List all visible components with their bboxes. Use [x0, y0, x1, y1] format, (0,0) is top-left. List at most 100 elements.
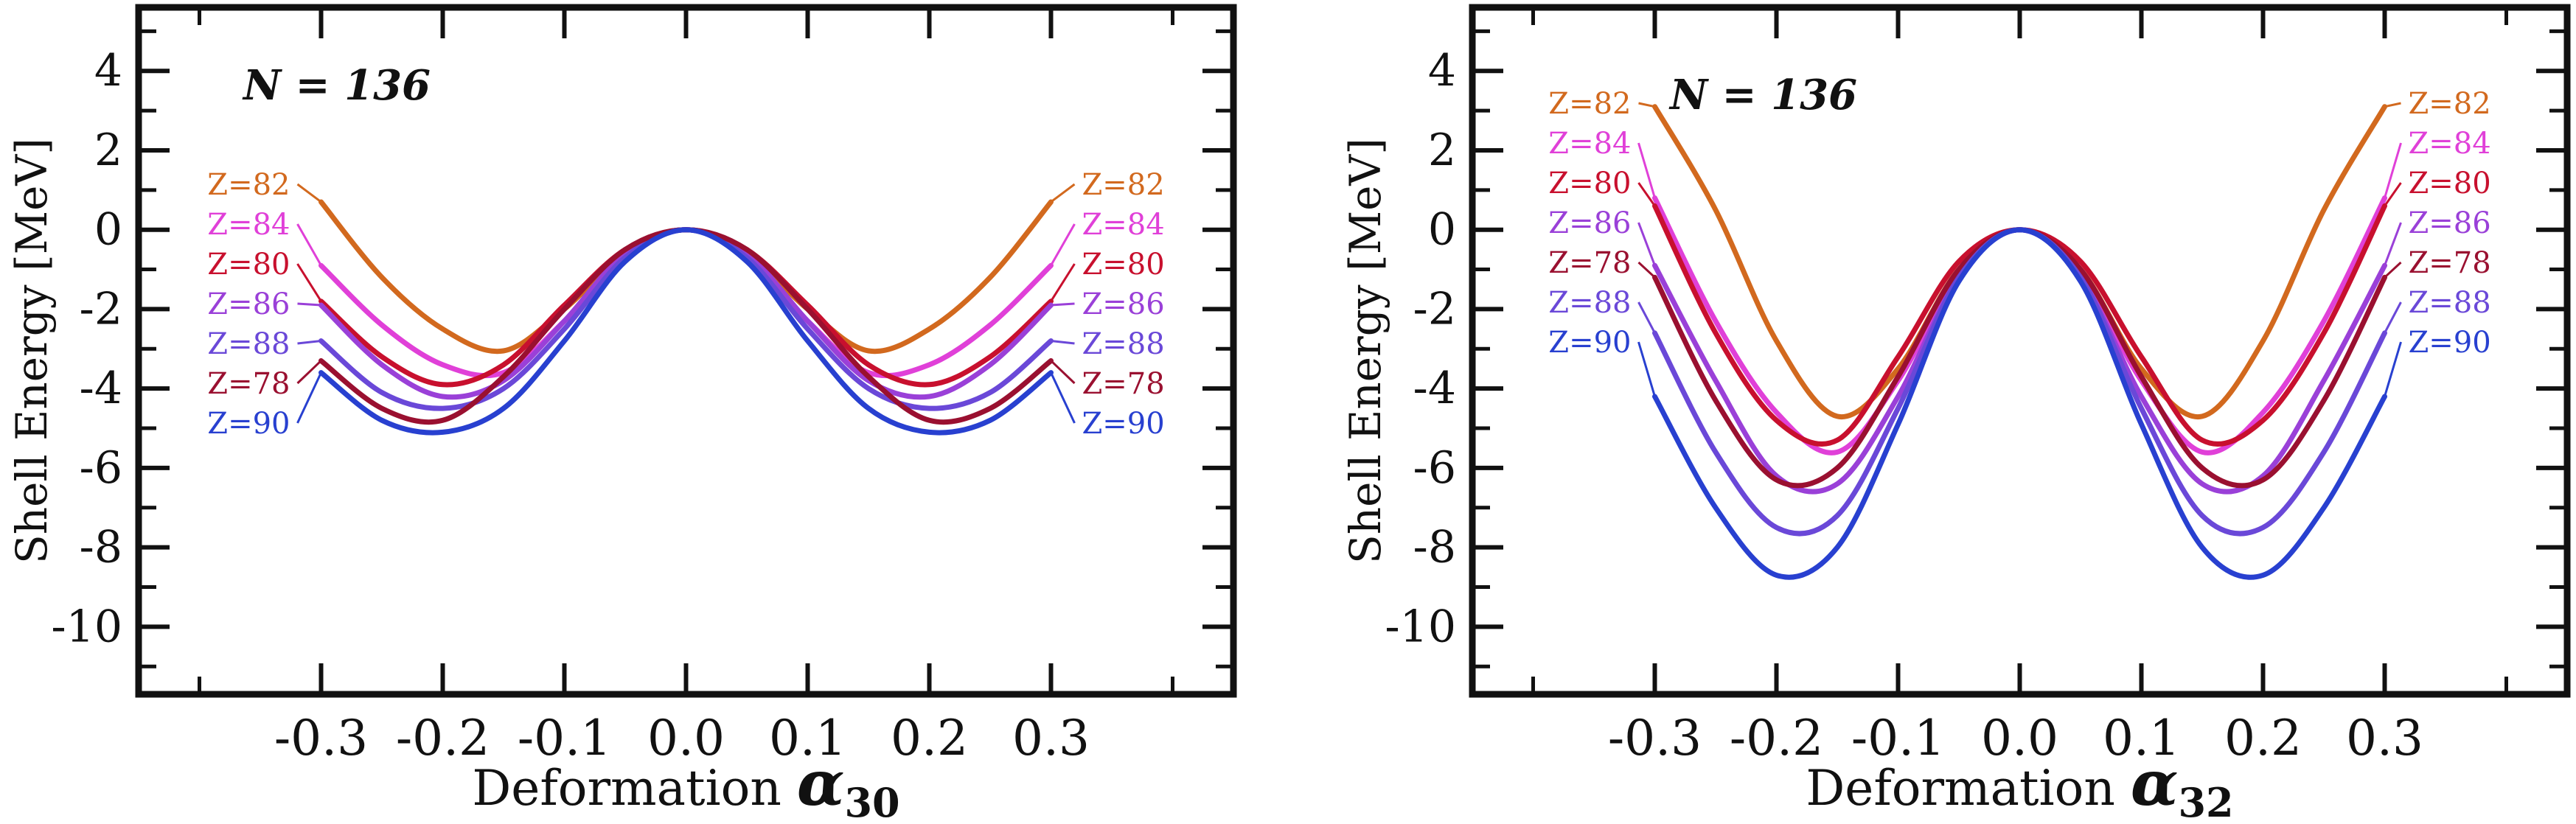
leader-line-right	[2384, 222, 2402, 266]
series-line-z90	[318, 227, 1054, 436]
leader-line-left	[296, 183, 322, 203]
y-tick-label: 0	[1428, 204, 1456, 256]
x-tick-label: -0.2	[396, 710, 490, 767]
x-axis-word: Deformation	[472, 760, 796, 817]
series-line-z80	[1652, 203, 2387, 447]
leader-line-right	[1050, 263, 1076, 302]
leader-line-right	[1050, 223, 1076, 266]
series-label-right: Z=84	[1082, 208, 1165, 242]
x-tick-label: 0.0	[647, 710, 725, 767]
y-tick-label: 0	[94, 204, 122, 256]
y-tick-label: -6	[80, 442, 122, 494]
series-label-left: Z=80	[207, 248, 290, 282]
y-tick-label: 2	[94, 125, 122, 176]
series-line-z88	[1652, 227, 2387, 537]
plot-frame	[1469, 4, 2571, 698]
chart-panel-2: -0.3 -0.2 -0.1 0.0 0.1 0.2 0.3 4 2 0 -2 -4 -6 -8 -10 Sh…	[1340, 4, 2571, 824]
leader-line-right	[1051, 340, 1075, 345]
series-line-z82	[1652, 104, 2387, 420]
x-tick-label: -0.2	[1730, 710, 1823, 767]
y-tick-label: -2	[80, 283, 122, 335]
leader-line-left	[296, 371, 322, 424]
leader-line-right	[2384, 102, 2401, 108]
series-line-z86	[1652, 227, 2387, 495]
leader-line-right	[2384, 142, 2402, 199]
series-label-right: Z=82	[1082, 168, 1165, 202]
x-tick-label: -0.1	[1851, 710, 1945, 767]
y-tick-label: -8	[1413, 522, 1456, 573]
y-tick-label: 2	[1428, 125, 1456, 176]
x-tick-label: -0.1	[518, 710, 611, 767]
leader-line-left	[297, 302, 321, 307]
leader-line-left	[296, 263, 322, 302]
series-label-left: Z=84	[1548, 127, 1631, 161]
x-axis-title: Deformation α32	[1806, 747, 2233, 820]
series-label-left: Z=82	[207, 168, 290, 202]
x-axis-symbol: α	[2131, 747, 2179, 820]
y-tick-label: -4	[80, 363, 122, 414]
leader-line-right	[2384, 182, 2402, 207]
y-tick-label: -6	[1413, 442, 1456, 494]
series-line-z84	[1652, 195, 2387, 455]
plot-frame	[135, 4, 1237, 698]
x-axis-title: Deformation α30	[472, 747, 899, 820]
leader-line-left	[296, 223, 322, 266]
leader-line-left	[1638, 102, 1655, 108]
y-tick-label: -8	[80, 522, 122, 573]
annotation-n: N = 136	[1668, 71, 1857, 119]
series-label-right: Z=84	[2409, 127, 2491, 161]
x-axis-subscript: 32	[2178, 779, 2233, 820]
leader-line-right	[2384, 261, 2402, 279]
series-line-z78	[1652, 227, 2387, 489]
series-label-left: Z=78	[1548, 246, 1631, 280]
leader-line-right	[1050, 183, 1076, 203]
series-label-left: Z=78	[207, 367, 290, 401]
x-tick-label: 0.2	[2224, 710, 2302, 767]
y-axis-title: Shell Energy [MeV]	[7, 138, 57, 564]
y-tick-label: 4	[94, 45, 122, 97]
leader-line-right	[2384, 301, 2402, 334]
series-label-right: Z=90	[1082, 407, 1165, 441]
x-tick-label: 0.2	[891, 710, 968, 767]
x-tick-label: 0.1	[769, 710, 846, 767]
leader-line-left	[1637, 301, 1656, 334]
x-tick-label: 0.1	[2103, 710, 2180, 767]
x-tick-label: 0.3	[2346, 710, 2423, 767]
leader-line-right	[1050, 360, 1076, 385]
leader-line-right	[1050, 371, 1076, 424]
series-label-left: Z=88	[207, 327, 290, 361]
series-label-left: Z=84	[207, 208, 290, 242]
leader-line-left	[296, 360, 322, 385]
leader-line-left	[1637, 341, 1656, 397]
series-line-z86	[318, 227, 1054, 400]
x-axis-subscript: 30	[844, 779, 899, 820]
x-tick-label: -0.3	[274, 710, 368, 767]
chart-panel-1: -0.3 -0.2 -0.1 0.0 0.1 0.2 0.3 4 2 0 -2 -4 -6 -8 -10 Sh…	[7, 4, 1237, 824]
series-lines	[318, 199, 1054, 436]
y-tick-label: -10	[1385, 601, 1456, 652]
leader-line-right	[1051, 302, 1075, 307]
x-tick-label: 0.0	[1981, 710, 2058, 767]
leader-line-right	[2384, 341, 2402, 397]
series-label-left: Z=82	[1548, 87, 1631, 121]
series-label-right: Z=78	[2409, 246, 2491, 280]
x-axis-symbol: α	[797, 747, 845, 820]
annotation-n: N = 136	[242, 61, 431, 110]
series-label-right: Z=80	[2409, 167, 2491, 200]
series-line-z90	[1652, 227, 2387, 580]
series-label-right: Z=82	[2409, 87, 2491, 121]
x-tick-label: -0.3	[1608, 710, 1702, 767]
leader-line-left	[1637, 142, 1656, 199]
y-tick-label: -10	[51, 601, 122, 652]
leader-line-left	[1637, 182, 1656, 207]
series-label-right: Z=86	[2409, 206, 2491, 240]
series-label-right: Z=78	[1082, 367, 1165, 401]
series-label-left: Z=88	[1548, 286, 1631, 320]
y-axis-title: Shell Energy [MeV]	[1340, 138, 1390, 564]
series-label-left: Z=86	[1548, 206, 1631, 240]
x-axis-word: Deformation	[1806, 760, 2130, 817]
series-line-z82	[318, 199, 1054, 355]
leader-line-left	[1637, 222, 1656, 266]
